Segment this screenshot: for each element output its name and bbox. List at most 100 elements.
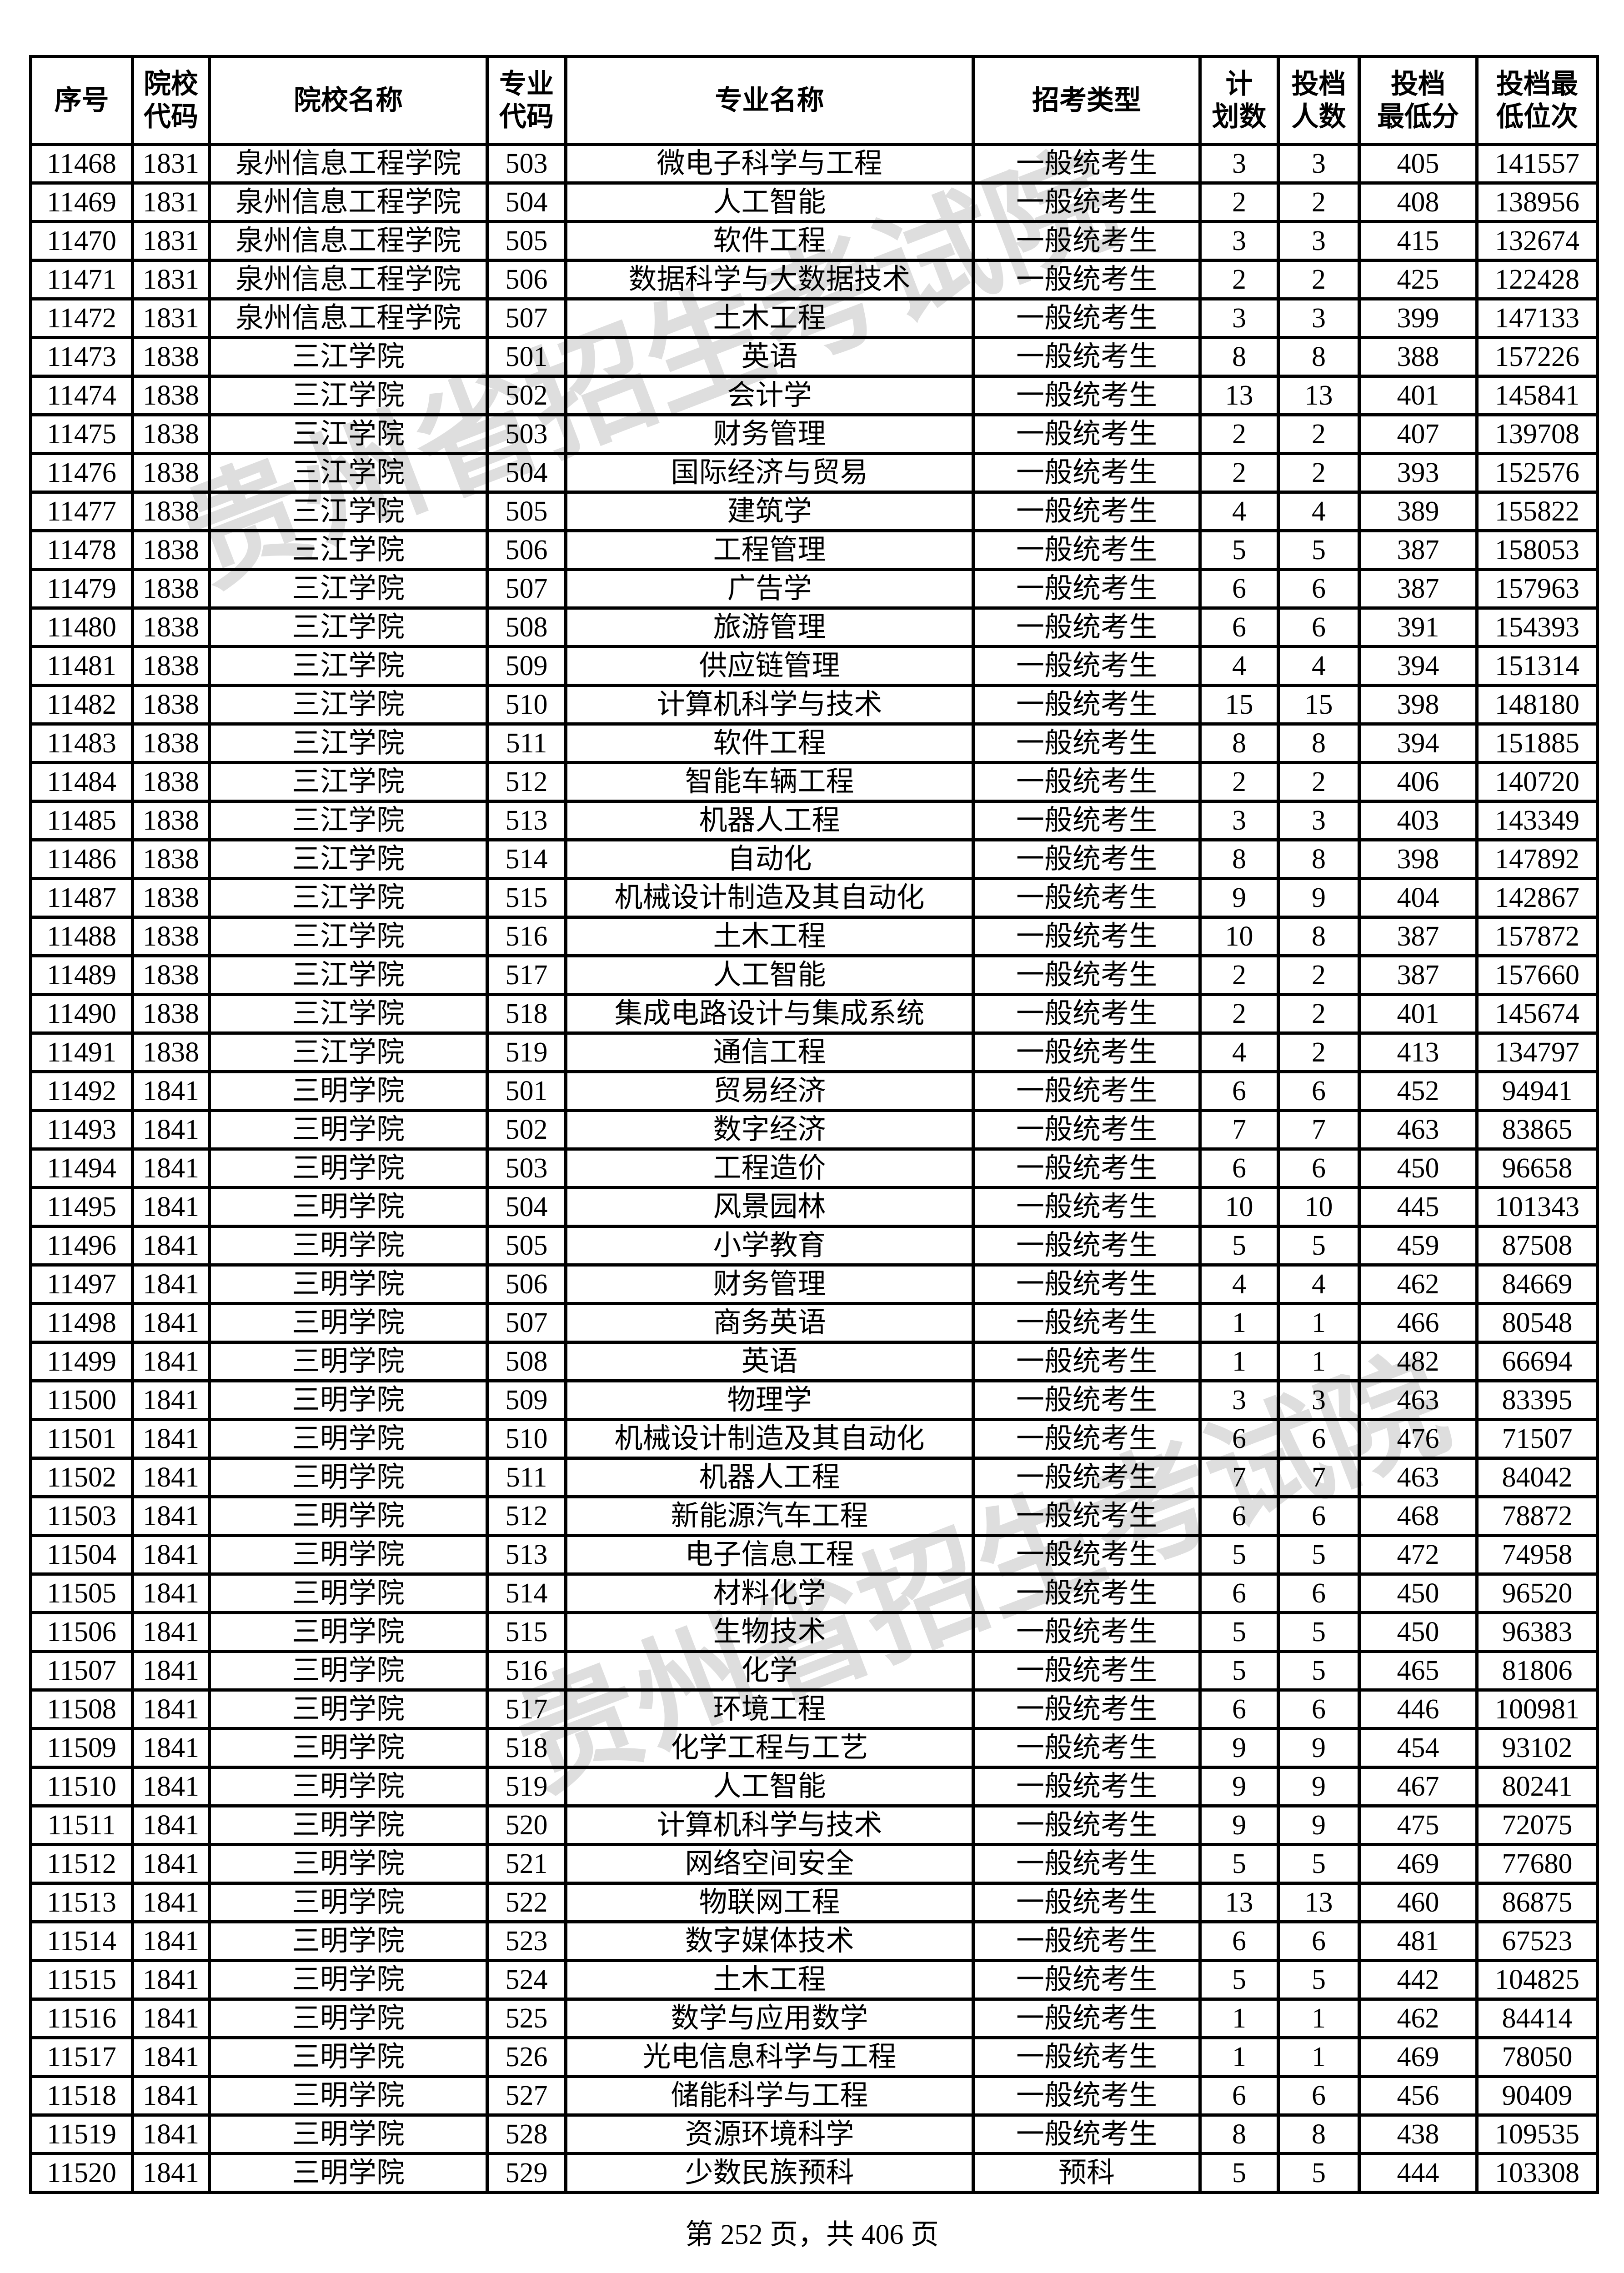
cell-school-code: 1841 bbox=[131, 1341, 211, 1382]
cell-school-name: 三明学院 bbox=[208, 1804, 489, 1846]
cell-min-score: 398 bbox=[1358, 684, 1479, 726]
cell-plan-count: 8 bbox=[1198, 2113, 1280, 2155]
cell-seq: 11469 bbox=[29, 181, 134, 223]
cell-admitted-count: 2 bbox=[1277, 413, 1361, 455]
cell-min-score: 450 bbox=[1358, 1147, 1479, 1189]
cell-school-name: 三明学院 bbox=[208, 1418, 489, 1460]
cell-school-code: 1838 bbox=[131, 993, 211, 1035]
cell-plan-count: 7 bbox=[1198, 1109, 1280, 1151]
table-row: 11475 1838 三江学院 503 财务管理 一般统考生 2 2 407 139708 bbox=[29, 413, 1599, 455]
cell-plan-count: 5 bbox=[1198, 2152, 1280, 2194]
cell-min-score: 463 bbox=[1358, 1457, 1479, 1498]
table-row: 11468 1831 泉州信息工程学院 503 微电子科学与工程 一般统考生 3 3 405 14… bbox=[29, 143, 1599, 185]
cell-exam-type: 一般统考生 bbox=[972, 1882, 1202, 1923]
table-row: 11517 1841 三明学院 526 光电信息科学与工程 一般统考生 1 1 469 78050 bbox=[29, 2036, 1599, 2078]
table-row: 11497 1841 三明学院 506 财务管理 一般统考生 4 4 462 84669 bbox=[29, 1263, 1599, 1305]
cell-school-name: 三明学院 bbox=[208, 1263, 489, 1305]
cell-min-score: 401 bbox=[1358, 993, 1479, 1035]
cell-major-name: 英语 bbox=[564, 1341, 975, 1382]
cell-seq: 11479 bbox=[29, 568, 134, 610]
cell-school-name: 三江学院 bbox=[208, 606, 489, 648]
cell-min-score: 459 bbox=[1358, 1225, 1479, 1267]
cell-major-code: 506 bbox=[486, 1263, 567, 1305]
header-seq: 序号 bbox=[29, 55, 134, 146]
cell-min-rank: 132674 bbox=[1475, 220, 1599, 262]
cell-admitted-count: 8 bbox=[1277, 2113, 1361, 2155]
cell-min-score: 394 bbox=[1358, 722, 1479, 764]
cell-exam-type: 一般统考生 bbox=[972, 2036, 1202, 2078]
cell-admitted-count: 2 bbox=[1277, 761, 1361, 803]
cell-exam-type: 一般统考生 bbox=[972, 529, 1202, 571]
cell-major-code: 501 bbox=[486, 336, 567, 378]
cell-min-score: 399 bbox=[1358, 297, 1479, 339]
cell-major-name: 会计学 bbox=[564, 375, 975, 416]
cell-min-rank: 84669 bbox=[1475, 1263, 1599, 1305]
cell-major-name: 智能车辆工程 bbox=[564, 761, 975, 803]
cell-plan-count: 4 bbox=[1198, 645, 1280, 687]
cell-plan-count: 8 bbox=[1198, 336, 1280, 378]
cell-min-score: 460 bbox=[1358, 1882, 1479, 1923]
table-row: 11512 1841 三明学院 521 网络空间安全 一般统考生 5 5 469 77680 bbox=[29, 1843, 1599, 1885]
cell-min-rank: 84042 bbox=[1475, 1457, 1599, 1498]
cell-min-rank: 145674 bbox=[1475, 993, 1599, 1035]
cell-school-code: 1838 bbox=[131, 413, 211, 455]
cell-min-rank: 122428 bbox=[1475, 259, 1599, 300]
table-row: 11470 1831 泉州信息工程学院 505 软件工程 一般统考生 3 3 415 132674 bbox=[29, 220, 1599, 262]
table-row: 11504 1841 三明学院 513 电子信息工程 一般统考生 5 5 472 74958 bbox=[29, 1534, 1599, 1576]
cell-min-rank: 84414 bbox=[1475, 1998, 1599, 2039]
cell-admitted-count: 8 bbox=[1277, 838, 1361, 880]
table-row: 11476 1838 三江学院 504 国际经济与贸易 一般统考生 2 2 393 152576 bbox=[29, 452, 1599, 494]
cell-school-code: 1841 bbox=[131, 1263, 211, 1305]
cell-school-code: 1838 bbox=[131, 877, 211, 919]
cell-major-name: 微电子科学与工程 bbox=[564, 143, 975, 185]
cell-plan-count: 6 bbox=[1198, 1070, 1280, 1112]
cell-plan-count: 1 bbox=[1198, 2036, 1280, 2078]
cell-school-code: 1841 bbox=[131, 1225, 211, 1267]
cell-school-name: 三江学院 bbox=[208, 993, 489, 1035]
cell-major-code: 507 bbox=[486, 297, 567, 339]
table-row: 11482 1838 三江学院 510 计算机科学与技术 一般统考生 15 15 398 1481… bbox=[29, 684, 1599, 726]
cell-exam-type: 一般统考生 bbox=[972, 606, 1202, 648]
table-row: 11472 1831 泉州信息工程学院 507 土木工程 一般统考生 3 3 399 147133 bbox=[29, 297, 1599, 339]
cell-major-name: 计算机科学与技术 bbox=[564, 684, 975, 726]
cell-plan-count: 10 bbox=[1198, 916, 1280, 957]
cell-major-code: 519 bbox=[486, 1766, 567, 1807]
cell-school-name: 三江学院 bbox=[208, 491, 489, 532]
cell-exam-type: 一般统考生 bbox=[972, 1186, 1202, 1228]
cell-major-code: 508 bbox=[486, 606, 567, 648]
cell-min-rank: 154393 bbox=[1475, 606, 1599, 648]
cell-min-score: 467 bbox=[1358, 1766, 1479, 1807]
cell-admitted-count: 2 bbox=[1277, 993, 1361, 1035]
header-school-name: 院校名称 bbox=[208, 55, 489, 146]
cell-school-name: 三明学院 bbox=[208, 1534, 489, 1576]
cell-admitted-count: 5 bbox=[1277, 2152, 1361, 2194]
cell-exam-type: 预科 bbox=[972, 2152, 1202, 2194]
cell-min-rank: 157660 bbox=[1475, 954, 1599, 996]
cell-min-rank: 140720 bbox=[1475, 761, 1599, 803]
cell-seq: 11514 bbox=[29, 1920, 134, 1962]
cell-admitted-count: 2 bbox=[1277, 452, 1361, 494]
cell-min-rank: 83395 bbox=[1475, 1379, 1599, 1421]
cell-min-score: 475 bbox=[1358, 1804, 1479, 1846]
cell-major-code: 510 bbox=[486, 684, 567, 726]
cell-seq: 11476 bbox=[29, 452, 134, 494]
cell-exam-type: 一般统考生 bbox=[972, 220, 1202, 262]
cell-min-score: 408 bbox=[1358, 181, 1479, 223]
cell-school-name: 三明学院 bbox=[208, 1379, 489, 1421]
cell-school-name: 三江学院 bbox=[208, 1031, 489, 1073]
cell-major-name: 财务管理 bbox=[564, 413, 975, 455]
cell-major-code: 510 bbox=[486, 1418, 567, 1460]
cell-major-name: 软件工程 bbox=[564, 722, 975, 764]
cell-seq: 11496 bbox=[29, 1225, 134, 1267]
cell-min-score: 469 bbox=[1358, 1843, 1479, 1885]
cell-school-name: 三明学院 bbox=[208, 1920, 489, 1962]
cell-seq: 11515 bbox=[29, 1959, 134, 2001]
cell-min-rank: 109535 bbox=[1475, 2113, 1599, 2155]
cell-plan-count: 5 bbox=[1198, 1225, 1280, 1267]
cell-plan-count: 1 bbox=[1198, 1998, 1280, 2039]
cell-exam-type: 一般统考生 bbox=[972, 452, 1202, 494]
cell-major-code: 518 bbox=[486, 1727, 567, 1769]
cell-admitted-count: 6 bbox=[1277, 1572, 1361, 1614]
cell-min-score: 415 bbox=[1358, 220, 1479, 262]
cell-school-code: 1838 bbox=[131, 722, 211, 764]
